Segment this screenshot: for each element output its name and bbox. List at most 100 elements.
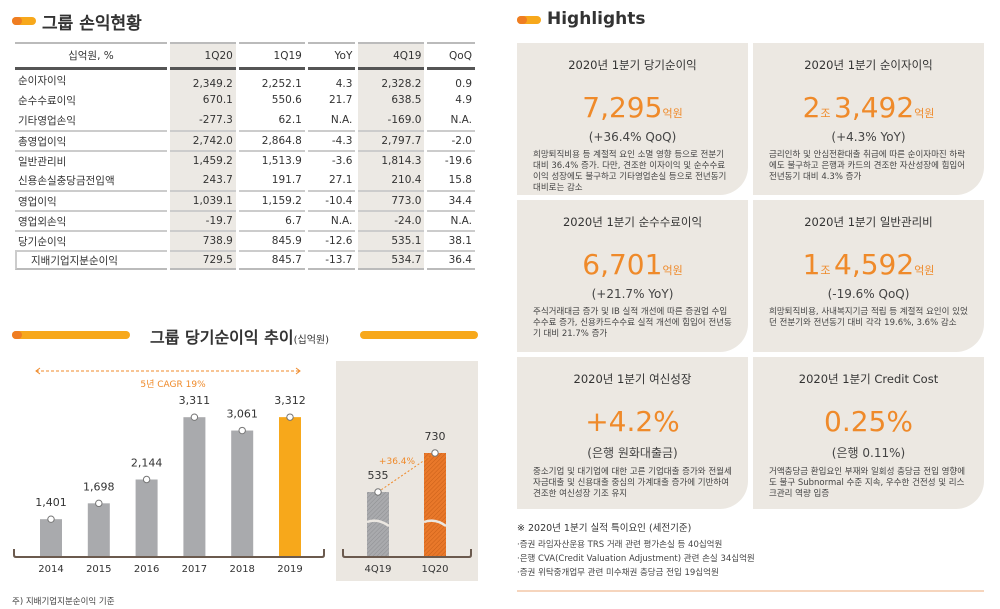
table-row: 영업외손익 -19.7 6.7 N.A. -24.0 N.A. [15, 210, 475, 230]
highlight-card: 2020년 1분기 Credit Cost 0.25% (은행 0.11%) 거… [753, 357, 984, 509]
x-tick-label: 2014 [38, 564, 63, 575]
table-cell: 당기순이익 [15, 230, 167, 250]
bar-2017 [183, 417, 206, 557]
table-cell: 1,513.9 [238, 150, 305, 170]
bar-marker [286, 413, 294, 421]
note-item: ·증권 라임자산운용 TRS 거래 관련 평가손실 등 40십억원 [517, 540, 723, 550]
card-title: 2020년 1분기 여신성장 [573, 372, 692, 386]
table-cell: -2.0 [427, 130, 475, 150]
growth-line [377, 452, 436, 493]
table-cell: 38.1 [427, 230, 475, 250]
table-cell: 638.5 [358, 90, 425, 110]
section-marker-bar [360, 331, 478, 339]
table-cell: 670.1 [169, 90, 236, 110]
column-header: YoY [307, 42, 356, 70]
card-value: 6,701억원 [517, 250, 748, 286]
table-row: 지배기업지분순이익 729.5 845.7 -13.7 534.7 36.4 [15, 250, 475, 270]
table-cell: 191.7 [271, 174, 302, 186]
table-cell: N.A. [450, 114, 472, 126]
x-tick-label: 2016 [134, 564, 159, 575]
value-main: 6,701 [582, 248, 663, 281]
table-cell: 62.1 [278, 114, 302, 126]
note-item: ·은행 CVA(Credit Valuation Adjustment) 관련 … [517, 554, 755, 564]
table-cell: N.A. [330, 114, 353, 126]
value-main: 4,592 [834, 248, 915, 281]
table-row: 당기순이익 738.9 845.9 -12.6 535.1 38.1 [15, 230, 475, 250]
table-cell: 2,328.2 [358, 70, 425, 90]
card-description: 거액충당금 환입요인 부재와 일회성 충당금 전입 영향에도 불구 Subnor… [769, 467, 966, 499]
table-cell: 210.4 [358, 170, 425, 190]
table-cell: N.A. [427, 210, 475, 230]
bar-marker [431, 449, 439, 457]
bar-value-label: 730 [425, 430, 446, 443]
highlights-title: Highlights [547, 9, 646, 29]
value-main: 0.25% [824, 405, 913, 438]
bar-1Q20 [424, 453, 446, 557]
axis-break-icon [366, 519, 390, 528]
table-cell: -4.3 [307, 130, 356, 150]
bar-2015 [87, 503, 110, 557]
table-cell: 1,159.2 [238, 190, 305, 210]
table-cell: -10.4 [307, 190, 356, 210]
card-title: 2020년 1분기 일반관리비 [804, 215, 933, 229]
table-row: 일반관리비 1,459.2 1,513.9 -3.6 1,814.3 -19.6 [15, 150, 475, 170]
bar-marker [47, 515, 55, 523]
bar-value-label: 3,061 [226, 408, 258, 421]
table-row: 기타영업손익 -277.3 62.1 N.A. -169.0 N.A. [15, 110, 475, 130]
table-row: 순이자이익 2,349.2 2,252.1 4.3 2,328.2 0.9 [15, 70, 475, 90]
x-tick-label: 1Q20 [422, 564, 449, 575]
table-cell: 2,797.7 [358, 130, 425, 150]
table-cell: 845.9 [238, 230, 305, 250]
section-marker-icon [12, 331, 130, 339]
x-tick-label: 2017 [182, 564, 207, 575]
unit: 조 [820, 264, 835, 277]
bar-2018 [231, 430, 254, 557]
card-value: 0.25% [753, 407, 984, 443]
table-cell: 순이자이익 [18, 74, 67, 87]
table-row: 영업이익 1,039.1 1,159.2 -10.4 773.0 34.4 [15, 190, 475, 210]
table-cell: 6.7 [238, 210, 305, 230]
table-cell: -19.6 [427, 150, 475, 170]
bar-2014 [40, 519, 62, 557]
bar-2019 [279, 417, 301, 557]
table-cell: 243.7 [169, 170, 236, 190]
table-cell: 738.9 [169, 230, 236, 250]
card-description: 중소기업 및 대기업에 대한 고른 기업대출 증가와 전월세자금대출 및 신용대… [533, 467, 732, 499]
table-cell: 34.4 [427, 190, 475, 210]
table-cell: 영업외손익 [15, 210, 167, 230]
unit: 조 [820, 107, 835, 120]
table-cell: 신용손실충당금전입액 [18, 174, 115, 187]
bar-4Q19 [367, 492, 389, 557]
table-cell: 4.3 [335, 78, 353, 90]
card-title: 2020년 1분기 순수수료이익 [562, 215, 703, 229]
card-title: 2020년 1분기 Credit Cost [798, 372, 939, 386]
highlight-card: 2020년 1분기 순이자이익 2조 3,492억원 (+4.3% YoY) 금… [753, 43, 984, 195]
bar-value-label: 2,144 [131, 457, 163, 470]
table-cell: 1,039.1 [169, 190, 236, 210]
table-cell: 2,864.8 [238, 130, 305, 150]
pnl-title: 그룹 손익현황 [42, 14, 142, 34]
x-tick-label: 2018 [229, 564, 254, 575]
unit: 억원 [914, 107, 935, 120]
column-header: 4Q19 [358, 42, 425, 70]
card-value: 7,295억원 [517, 93, 748, 129]
card-title: 2020년 1분기 순이자이익 [804, 58, 933, 72]
axis-break-icon [423, 519, 447, 528]
table-cell: N.A. [307, 210, 356, 230]
highlight-card: 2020년 1분기 당기순이익 7,295억원 (+36.4% QoQ) 희망퇴… [517, 43, 748, 195]
value-main: 3,492 [834, 91, 915, 124]
bar-value-label: 3,311 [179, 394, 211, 407]
axis-bracket [13, 549, 325, 558]
card-value: 2조 3,492억원 [753, 93, 984, 129]
bar-value-label: 3,312 [274, 394, 306, 407]
table-cell: 21.7 [329, 94, 353, 106]
table-cell: 550.6 [271, 94, 302, 106]
column-header: 십억원, % [15, 42, 167, 70]
table-cell: 15.8 [448, 174, 472, 186]
table-cell: 일반관리비 [15, 150, 167, 170]
card-description: 금리인하 및 안심전환대출 취급에 따른 순이자마진 하락에도 불구하고 은행과… [769, 150, 966, 182]
bar-value-label: 1,401 [35, 496, 67, 509]
table-cell: 순수수료이익 [18, 94, 76, 107]
table-cell: 535.1 [358, 230, 425, 250]
table-cell: -12.6 [307, 230, 356, 250]
